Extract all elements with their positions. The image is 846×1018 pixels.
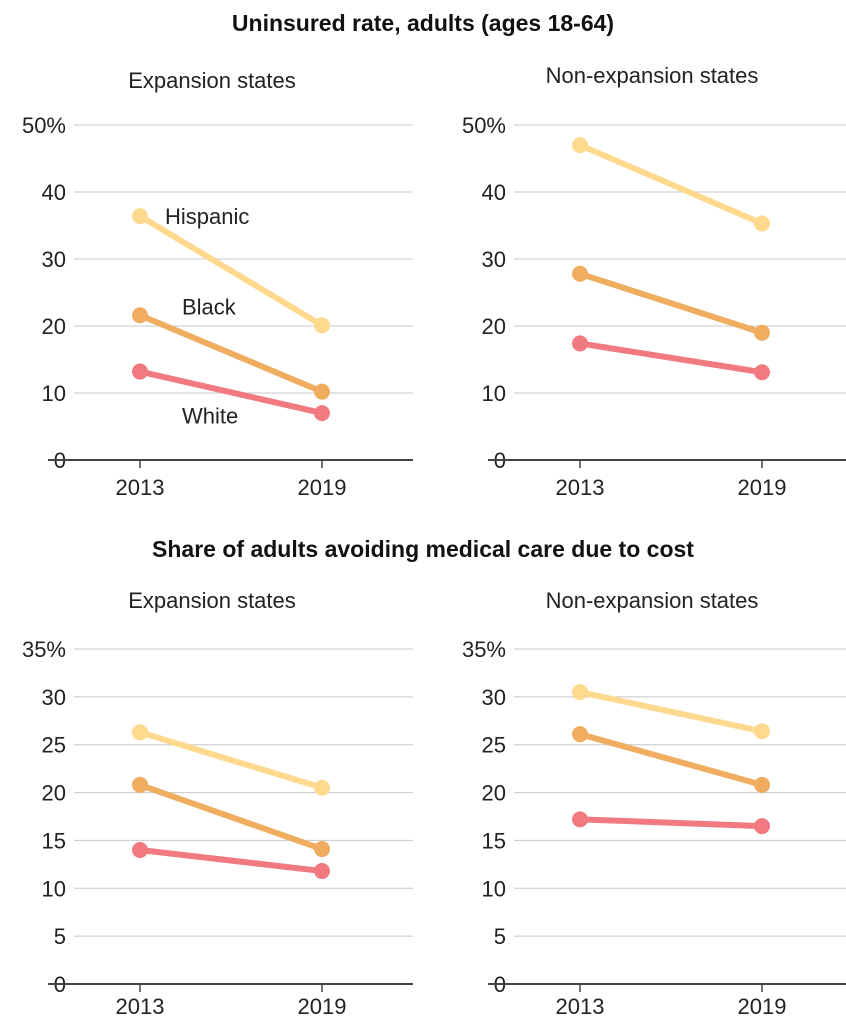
data-point-white-2019 [314, 863, 330, 880]
data-point-hispanic-2019 [314, 317, 330, 334]
data-point-black-2019 [314, 841, 330, 858]
y-tick-label: 40 [482, 180, 506, 205]
x-tick-label: 2019 [738, 994, 787, 1018]
y-tick-label: 5 [494, 924, 506, 949]
y-tick-label: 15 [42, 828, 66, 853]
y-tick-label: 30 [42, 247, 66, 272]
y-tick-label: 10 [482, 876, 506, 901]
data-point-white-2019 [754, 364, 770, 381]
series-line-hispanic [577, 689, 765, 735]
x-tick-label: 2013 [556, 994, 605, 1018]
x-tick-label: 2019 [298, 475, 347, 500]
data-point-hispanic-2019 [754, 215, 770, 232]
y-tick-label: 40 [42, 180, 66, 205]
series-line-black [577, 731, 765, 788]
series-line-hispanic [577, 142, 765, 227]
panel-subtitle: Non-expansion states [546, 63, 759, 88]
data-point-black-2019 [754, 324, 770, 341]
y-tick-label: 30 [42, 685, 66, 710]
y-tick-label: 20 [482, 781, 506, 806]
series-label-hispanic: Hispanic [165, 204, 249, 229]
panel-subtitle: Non-expansion states [546, 588, 759, 613]
series-line-white [577, 340, 765, 376]
data-point-hispanic-2013 [132, 724, 148, 741]
x-tick-label: 2013 [116, 475, 165, 500]
series-line-white [137, 847, 325, 875]
data-point-black-2019 [314, 383, 330, 400]
series-line-white [577, 816, 765, 830]
data-point-white-2013 [572, 335, 588, 352]
x-tick-label: 2013 [556, 475, 605, 500]
data-point-white-2013 [132, 842, 148, 858]
y-tick-label: 35% [462, 637, 506, 662]
y-tick-label: 10 [42, 876, 66, 901]
y-tick-label: 25 [482, 733, 506, 758]
chart-title-avoiding-care: Share of adults avoiding medical care du… [152, 536, 694, 562]
series-label-white: White [182, 404, 238, 429]
data-point-black-2013 [572, 265, 588, 282]
y-tick-label: 20 [482, 314, 506, 339]
data-point-black-2013 [572, 726, 588, 743]
y-tick-label: 15 [482, 828, 506, 853]
y-tick-label: 35% [22, 637, 66, 662]
data-point-hispanic-2013 [572, 137, 588, 154]
y-tick-label: 50% [22, 113, 66, 138]
x-tick-label: 2019 [738, 475, 787, 500]
y-tick-label: 10 [42, 381, 66, 406]
y-tick-label: 30 [482, 247, 506, 272]
data-point-hispanic-2019 [754, 723, 770, 740]
panel-subtitle: Expansion states [128, 68, 296, 93]
y-tick-label: 20 [42, 314, 66, 339]
series-line-black [137, 312, 325, 395]
x-tick-label: 2013 [116, 994, 165, 1018]
x-tick-label: 2019 [298, 994, 347, 1018]
panel-subtitle: Expansion states [128, 588, 296, 613]
y-tick-label: 30 [482, 685, 506, 710]
data-point-hispanic-2019 [314, 779, 330, 796]
data-point-black-2013 [132, 776, 148, 793]
data-point-white-2013 [132, 363, 148, 380]
data-point-white-2019 [754, 818, 770, 835]
y-tick-label: 25 [42, 733, 66, 758]
y-tick-label: 10 [482, 381, 506, 406]
data-point-hispanic-2013 [572, 684, 588, 701]
data-point-black-2013 [132, 307, 148, 324]
y-tick-label: 50% [462, 113, 506, 138]
data-point-white-2013 [572, 811, 588, 828]
chart-title-uninsured: Uninsured rate, adults (ages 18-64) [231, 10, 615, 36]
series-line-black [137, 781, 325, 853]
series-line-white [137, 368, 325, 417]
series-line-hispanic [137, 729, 325, 791]
series-line-black [577, 270, 765, 336]
y-tick-label: 20 [42, 781, 66, 806]
data-point-black-2019 [754, 776, 770, 793]
data-point-white-2019 [314, 405, 330, 422]
series-line-hispanic [137, 213, 325, 329]
data-point-hispanic-2013 [132, 208, 148, 225]
y-tick-label: 5 [54, 924, 66, 949]
series-label-black: Black [182, 294, 237, 319]
